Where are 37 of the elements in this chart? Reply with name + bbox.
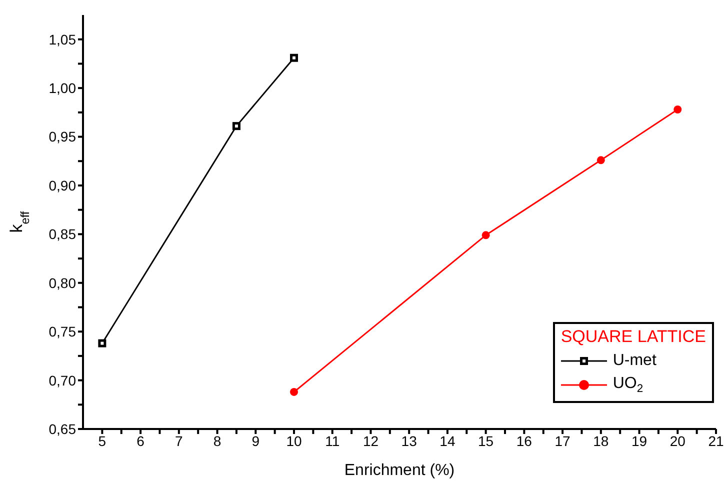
x-tick-label: 9	[252, 432, 260, 449]
y-tick-label: 1,00	[48, 80, 76, 96]
legend-label: UO$_{2}$	[612, 374, 644, 396]
point	[98, 339, 106, 348]
x-tick-label: 8	[213, 432, 222, 449]
x-tick-label: 15	[478, 432, 494, 449]
point	[290, 388, 298, 396]
y-tick-label: 0,90	[48, 177, 76, 194]
x-tick-label: 6	[136, 432, 145, 449]
y-tick-label: 0,75	[48, 324, 76, 340]
x-tick-label: 20	[670, 432, 686, 449]
x-tick-label: 16	[516, 432, 532, 449]
x-axis-title: Enrichment (%)	[344, 462, 455, 479]
y-tick-label: 0,70	[48, 372, 76, 388]
point	[232, 122, 240, 130]
x-tick-label: 12	[362, 432, 379, 449]
x-tick-label: 7	[175, 432, 184, 449]
x-tick-label: 14	[440, 432, 456, 449]
x-tick-label: 11	[325, 432, 340, 449]
x-tick-label: 13	[401, 432, 418, 449]
x-tick-label: 19	[631, 432, 648, 449]
legend-title: SQUARE LATTICE	[560, 327, 706, 346]
point	[596, 156, 605, 164]
legend-label: U-met	[612, 352, 656, 369]
y-tick-label: 0,65	[48, 420, 76, 437]
x-tick-label: 10	[286, 432, 302, 449]
x-tick-label: 17	[554, 432, 571, 449]
y-tick-label: 0,80	[48, 274, 76, 291]
x-tick-label: 21	[708, 432, 724, 449]
x-tick-label: 18	[593, 432, 609, 449]
x-tick-label: 5	[98, 432, 106, 449]
point	[482, 231, 490, 240]
point	[674, 105, 682, 114]
point	[290, 54, 298, 62]
y-tick-label: 0,95	[48, 128, 76, 145]
y-tick-label: 1,05	[48, 31, 76, 48]
y-tick-label: 0,85	[48, 226, 76, 242]
